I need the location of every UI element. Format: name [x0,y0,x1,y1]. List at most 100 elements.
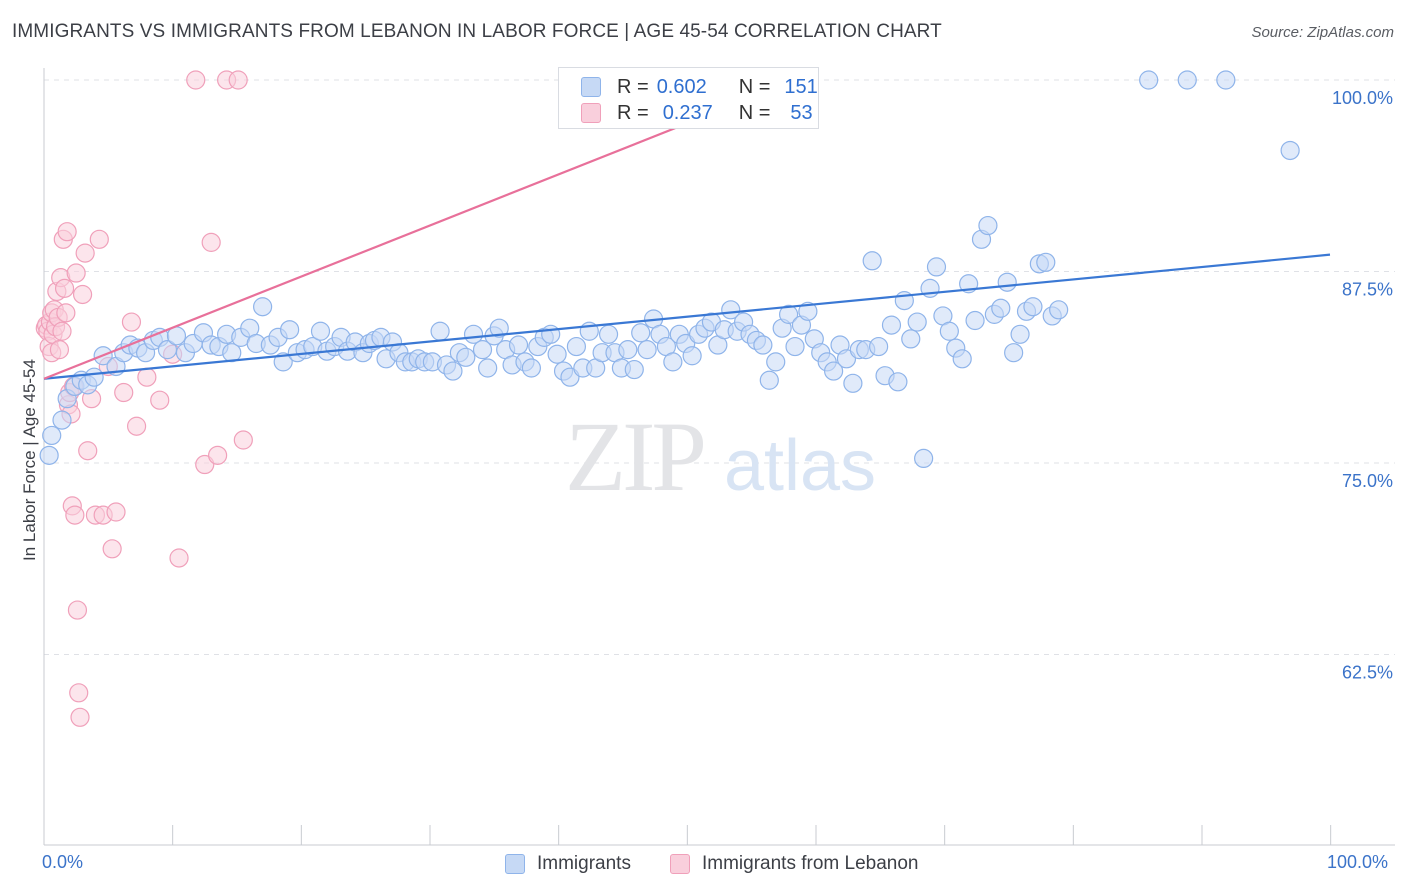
axes [43,68,1395,846]
point-immigrants [901,329,921,349]
legend: R = 0.602 N = 151 R = 0.237 N = 53 [558,67,819,129]
point-lebanon [72,284,93,305]
point-lebanon [66,263,86,283]
point-immigrants [631,323,651,343]
point-immigrants [1216,70,1236,90]
point-immigrants [1010,324,1030,344]
point-immigrants [759,370,779,390]
point-lebanon [89,229,109,249]
point-lebanon [70,707,90,727]
point-immigrants [952,349,972,369]
point-immigrants [508,335,529,355]
legend-n-value: 53 [790,101,813,124]
point-lebanon [150,390,170,410]
series-immigrants-points [39,70,1300,469]
point-immigrants [456,347,476,367]
point-lebanon [169,548,189,568]
legend-swatch-lebanon [581,103,601,123]
legend-r-value: 0.237 [662,101,713,124]
point-lebanon [126,416,147,436]
point-lebanon [49,340,70,360]
point-lebanon [137,367,157,387]
point-lebanon [233,430,253,450]
point-immigrants [521,358,541,378]
point-lebanon [52,321,72,341]
bottom-legend-label-immigrants: Immigrants [537,853,631,874]
x-tick-label-max: 100.0% [1327,852,1389,872]
x-tick-label-min: 0.0% [42,852,84,872]
bottom-legend-immigrants: Immigrants [505,853,631,875]
legend-r-label: R = [617,75,649,98]
point-immigrants [84,367,104,387]
point-immigrants [965,310,985,331]
point-immigrants [939,321,959,341]
point-lebanon [208,445,228,465]
point-immigrants [624,359,644,380]
y-tick-label: 75.0% [1342,471,1393,491]
point-immigrants [907,312,927,332]
grid-lines [44,79,1395,655]
point-lebanon [57,222,77,242]
point-immigrants [253,297,273,317]
chart-title: IMMIGRANTS VS IMMIGRANTS FROM LEBANON IN… [12,21,942,42]
point-lebanon [78,441,98,461]
point-immigrants [566,336,587,357]
point-lebanon [228,70,248,90]
point-immigrants [598,324,619,344]
trend-line-immigrants [43,253,1331,380]
legend-n-label: N = [738,75,771,98]
point-immigrants [273,352,293,372]
point-immigrants [991,298,1011,318]
y-tick-label: 87.5% [1342,280,1393,300]
point-immigrants [888,372,908,392]
point-immigrants [862,251,882,271]
point-lebanon [56,303,76,323]
point-immigrants [824,361,844,381]
point-immigrants [753,335,773,355]
legend-r-label: R = [617,101,649,124]
point-lebanon [121,312,142,332]
point-immigrants [1036,252,1056,272]
point-immigrants [478,358,498,378]
point-immigrants [541,324,561,344]
point-immigrants [42,425,62,446]
point-immigrants [618,340,638,360]
y-tick-label: 62.5% [1342,663,1393,683]
legend-swatch-immigrants [581,77,601,97]
bottom-legend-lebanon: Immigrants from Lebanon [670,853,919,875]
watermark-zip: ZIP [565,401,703,512]
point-immigrants [1004,343,1024,363]
point-immigrants [798,301,818,321]
point-immigrants [39,445,59,465]
y-tick-label: 100.0% [1332,88,1393,108]
point-immigrants [52,410,72,430]
point-immigrants [489,318,509,338]
y-axis-label: In Labor Force | Age 45-54 [20,359,39,561]
point-immigrants [1139,70,1159,90]
legend-row-lebanon: R = 0.237 N = 53 [581,99,813,127]
y-tick-labels: 100.0% 87.5% 75.0% 62.5% [1332,88,1393,683]
point-lebanon [201,232,221,252]
point-immigrants [1177,70,1197,90]
watermark: ZIP atlas [565,401,876,512]
point-immigrants [778,304,799,324]
point-immigrants [881,315,902,335]
point-lebanon [106,502,126,522]
point-immigrants [869,336,889,357]
point-lebanon [67,600,88,620]
point-immigrants [1049,300,1069,320]
point-immigrants [914,448,934,469]
point-immigrants [280,320,300,340]
legend-n-label: N = [738,101,771,124]
point-lebanon [186,70,206,90]
point-lebanon [75,243,95,263]
point-immigrants [843,373,863,393]
point-immigrants [1280,140,1300,161]
point-immigrants [721,300,741,320]
point-lebanon [114,382,134,403]
legend-row-immigrants: R = 0.602 N = 151 [581,73,818,101]
point-lebanon [69,683,89,703]
point-immigrants [926,257,947,277]
bottom-legend-label-lebanon: Immigrants from Lebanon [702,853,919,874]
